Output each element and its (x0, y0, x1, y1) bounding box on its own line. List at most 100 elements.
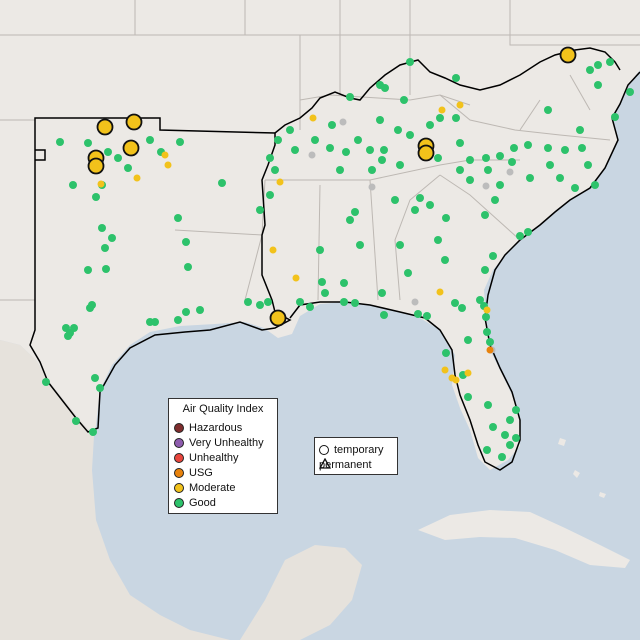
monitor-marker-good[interactable] (266, 191, 274, 199)
monitor-marker-good[interactable] (291, 146, 299, 154)
monitor-marker-good[interactable] (526, 174, 534, 182)
monitor-marker-good[interactable] (486, 338, 494, 346)
monitor-marker-good[interactable] (451, 299, 459, 307)
monitor-marker-moderate[interactable] (133, 174, 141, 182)
monitor-marker-good[interactable] (483, 328, 491, 336)
monitor-marker-good[interactable] (481, 266, 489, 274)
monitor-marker-good[interactable] (456, 139, 464, 147)
monitor-marker-good[interactable] (196, 306, 204, 314)
monitor-marker-good[interactable] (452, 114, 460, 122)
monitor-marker-good[interactable] (244, 298, 252, 306)
monitor-marker-moderate[interactable] (441, 366, 449, 374)
monitor-marker-good[interactable] (321, 289, 329, 297)
monitor-marker-moderate[interactable] (483, 306, 491, 314)
monitor-marker-good[interactable] (584, 161, 592, 169)
monitor-marker-good[interactable] (458, 304, 466, 312)
monitor-marker-good[interactable] (296, 298, 304, 306)
monitor-marker-good[interactable] (594, 61, 602, 69)
monitor-marker-good[interactable] (571, 184, 579, 192)
monitor-marker-good[interactable] (306, 303, 314, 311)
monitor-marker-good[interactable] (561, 146, 569, 154)
monitor-marker-usg[interactable] (486, 346, 494, 354)
monitor-marker-good[interactable] (91, 374, 99, 382)
monitor-marker-good[interactable] (391, 196, 399, 204)
monitor-marker-good[interactable] (426, 201, 434, 209)
monitor-marker-good[interactable] (436, 114, 444, 122)
monitor-marker-good[interactable] (381, 84, 389, 92)
monitor-marker-good[interactable] (442, 214, 450, 222)
monitor-marker-good[interactable] (84, 266, 92, 274)
monitor-marker-good[interactable] (510, 144, 518, 152)
monitor-marker-moderate[interactable] (456, 101, 464, 109)
monitor-marker-good[interactable] (546, 161, 554, 169)
monitor-marker-good[interactable] (594, 81, 602, 89)
monitor-marker-inactive[interactable] (411, 298, 419, 306)
monitor-marker-good[interactable] (434, 236, 442, 244)
monitor-marker-good[interactable] (174, 316, 182, 324)
monitor-marker-good[interactable] (256, 206, 264, 214)
monitor-marker-good[interactable] (378, 289, 386, 297)
monitor-marker-good[interactable] (414, 310, 422, 318)
monitor-marker-good[interactable] (394, 126, 402, 134)
monitor-marker-good[interactable] (496, 181, 504, 189)
monitor-marker-good[interactable] (378, 156, 386, 164)
monitor-marker-good[interactable] (311, 136, 319, 144)
monitor-marker-good[interactable] (218, 179, 226, 187)
monitor-marker-good[interactable] (380, 311, 388, 319)
monitor-marker-good[interactable] (182, 238, 190, 246)
monitor-marker-good[interactable] (512, 434, 520, 442)
monitor-marker-good[interactable] (380, 146, 388, 154)
monitor-marker-good[interactable] (556, 174, 564, 182)
monitor-marker-moderate[interactable] (292, 274, 300, 282)
monitor-marker-good[interactable] (328, 121, 336, 129)
monitor-marker-good[interactable] (286, 126, 294, 134)
monitor-marker-good[interactable] (102, 265, 110, 273)
monitor-marker-good[interactable] (484, 166, 492, 174)
monitor-marker-good[interactable] (501, 431, 509, 439)
monitor-marker-good[interactable] (56, 138, 64, 146)
monitor-marker-good[interactable] (104, 148, 112, 156)
monitor-marker-good[interactable] (146, 136, 154, 144)
monitor-marker-good[interactable] (108, 234, 116, 242)
monitor-marker-moderate[interactable] (448, 374, 456, 382)
monitor-marker-good[interactable] (483, 446, 491, 454)
monitor-marker-good[interactable] (351, 299, 359, 307)
monitor-marker-good[interactable] (356, 241, 364, 249)
monitor-marker-good[interactable] (516, 232, 524, 240)
monitor-marker-good[interactable] (406, 58, 414, 66)
monitor-marker-good[interactable] (396, 241, 404, 249)
monitor-marker-good[interactable] (42, 378, 50, 386)
monitor-marker-good[interactable] (512, 406, 520, 414)
monitor-marker-inactive[interactable] (368, 183, 376, 191)
monitor-marker-good[interactable] (498, 453, 506, 461)
monitor-marker-good[interactable] (96, 384, 104, 392)
monitor-marker-good[interactable] (274, 136, 282, 144)
temporary-monitor-moderate[interactable] (417, 144, 435, 162)
monitor-marker-good[interactable] (441, 256, 449, 264)
monitor-marker-moderate[interactable] (97, 180, 105, 188)
monitor-marker-good[interactable] (264, 298, 272, 306)
monitor-marker-good[interactable] (452, 74, 460, 82)
monitor-marker-good[interactable] (336, 166, 344, 174)
monitor-marker-good[interactable] (586, 66, 594, 74)
monitor-marker-inactive[interactable] (482, 182, 490, 190)
monitor-marker-good[interactable] (98, 224, 106, 232)
monitor-marker-good[interactable] (376, 116, 384, 124)
monitor-marker-good[interactable] (496, 152, 504, 160)
monitor-marker-good[interactable] (64, 332, 72, 340)
monitor-marker-good[interactable] (184, 263, 192, 271)
monitor-marker-good[interactable] (400, 96, 408, 104)
monitor-marker-good[interactable] (482, 313, 490, 321)
temporary-monitor-moderate[interactable] (122, 139, 140, 157)
monitor-marker-inactive[interactable] (506, 168, 514, 176)
monitor-marker-good[interactable] (576, 126, 584, 134)
monitor-marker-good[interactable] (508, 158, 516, 166)
monitor-marker-good[interactable] (476, 296, 484, 304)
monitor-marker-good[interactable] (351, 208, 359, 216)
monitor-marker-moderate[interactable] (438, 106, 446, 114)
monitor-marker-good[interactable] (442, 349, 450, 357)
monitor-marker-good[interactable] (491, 196, 499, 204)
monitor-marker-good[interactable] (101, 244, 109, 252)
monitor-marker-good[interactable] (346, 216, 354, 224)
